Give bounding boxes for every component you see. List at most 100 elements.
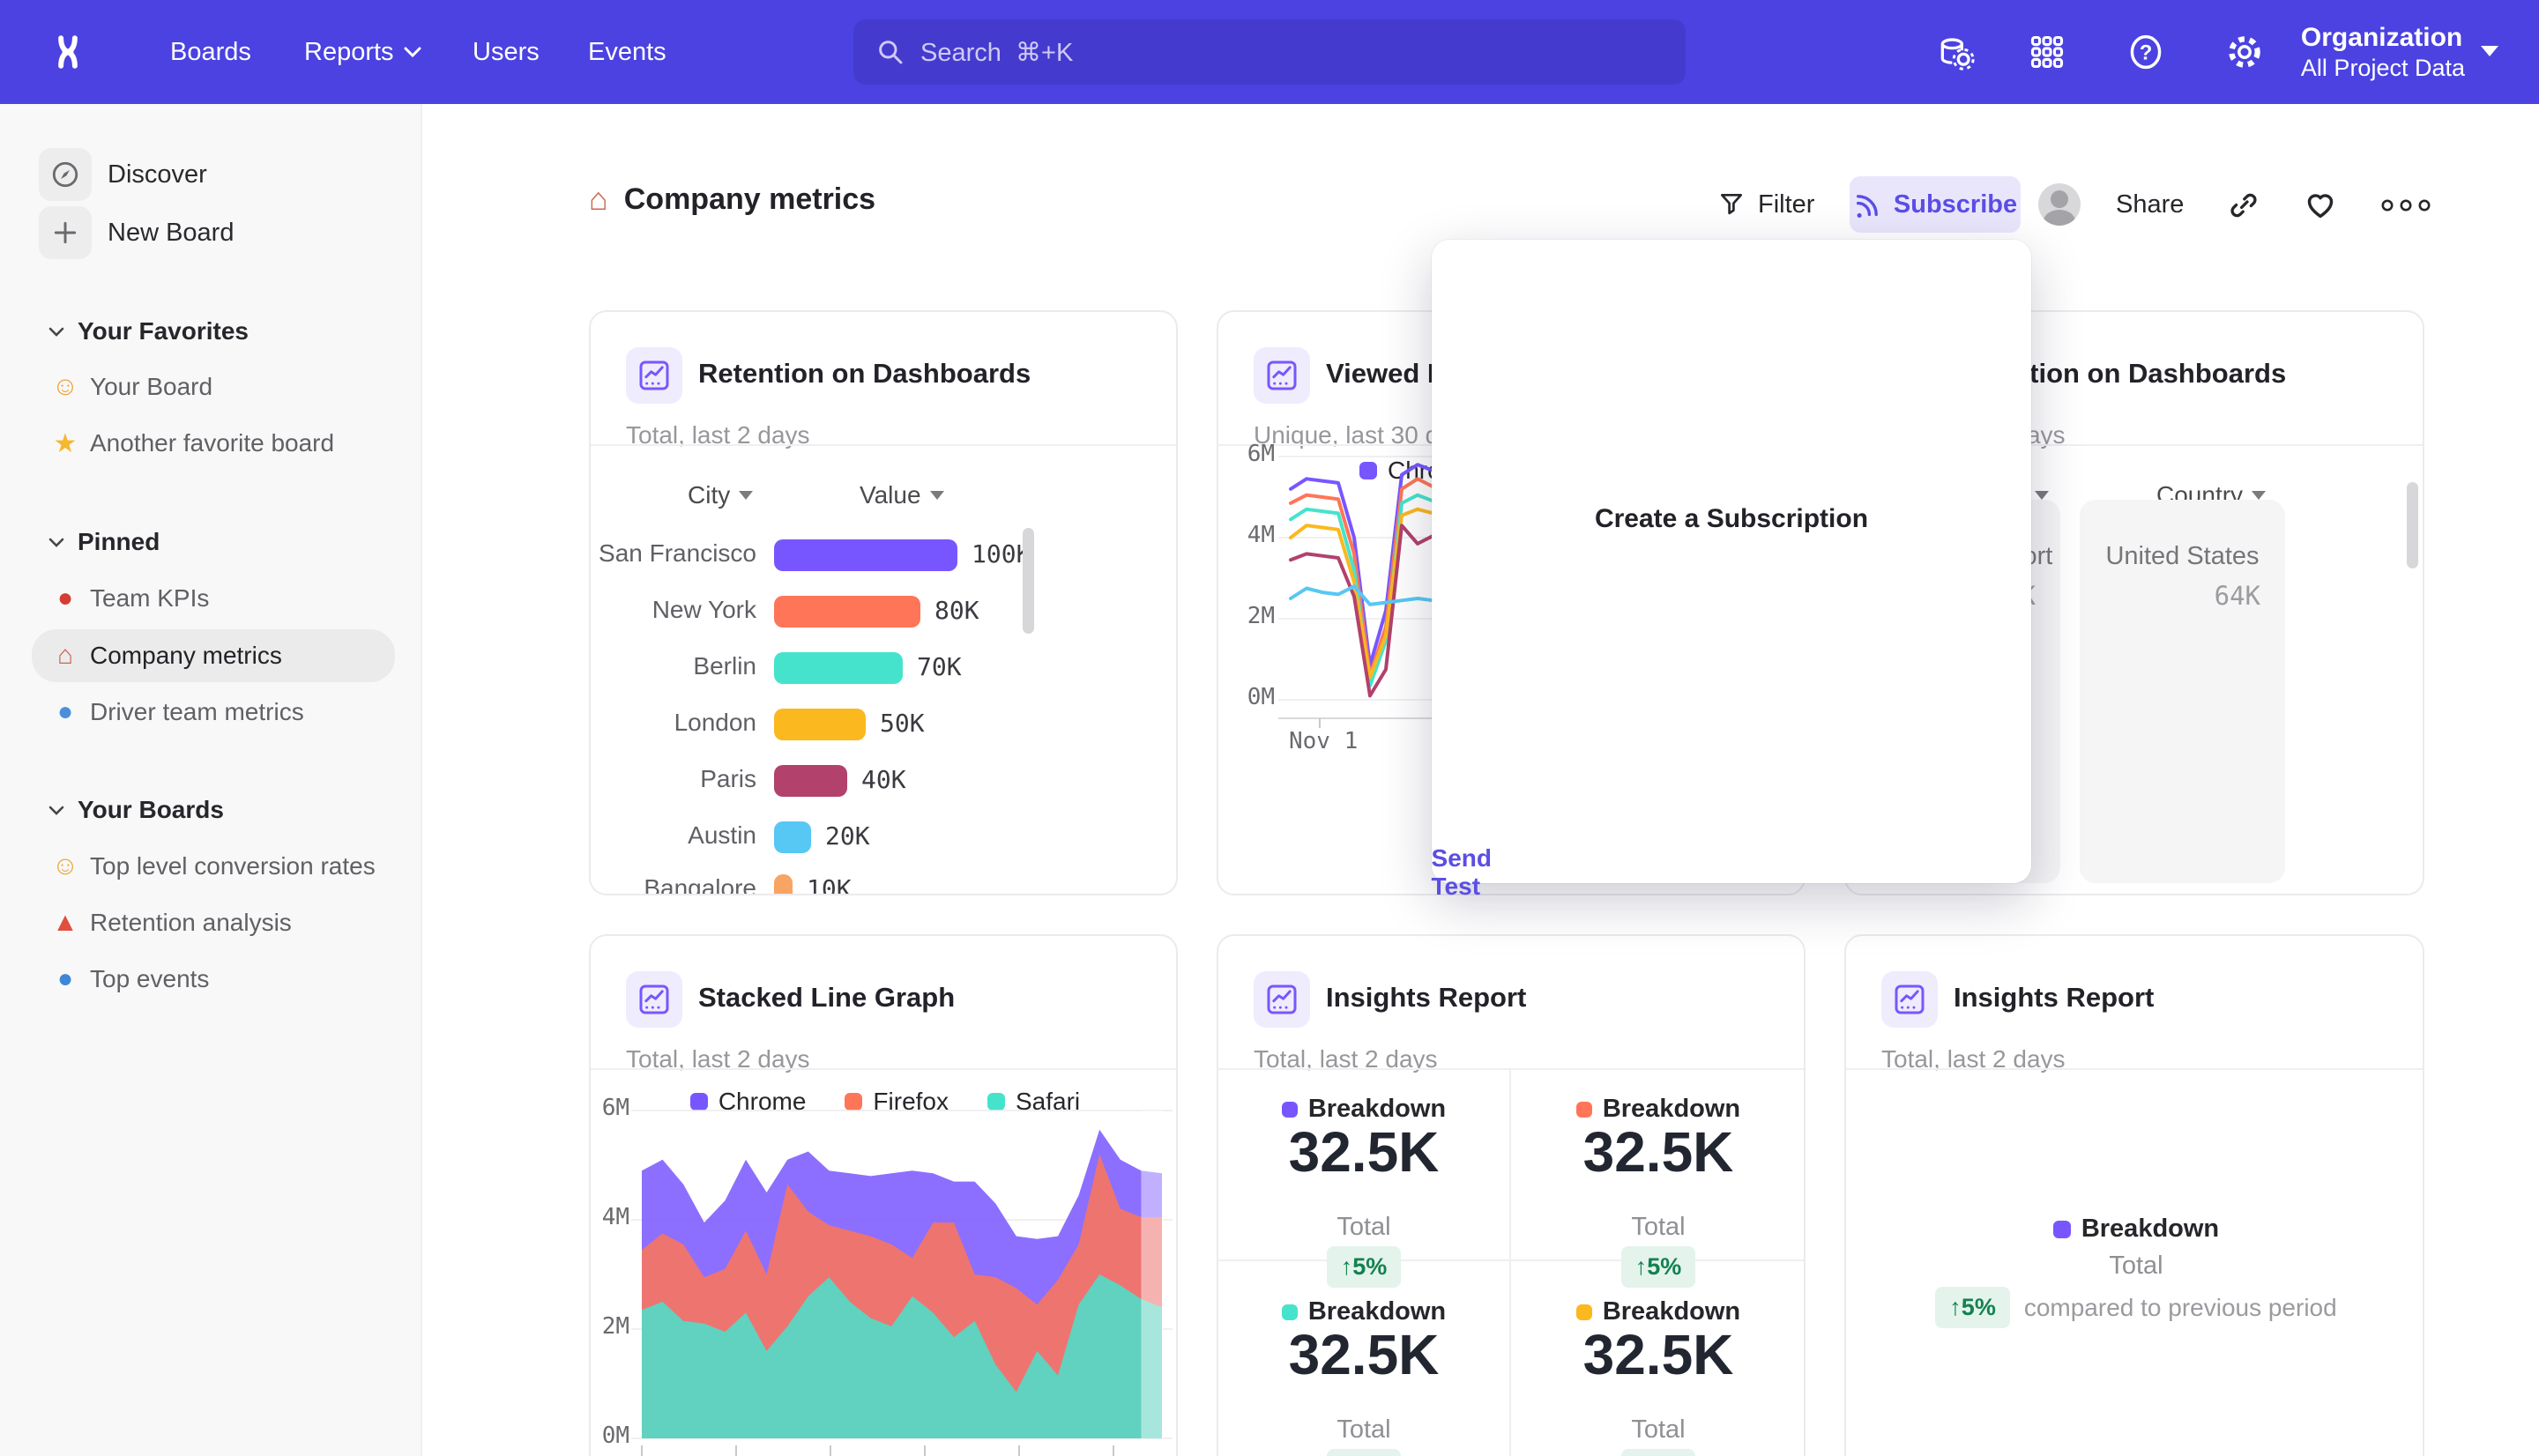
column-header-city[interactable]: City xyxy=(688,481,754,509)
car-emoji: ● xyxy=(56,697,74,726)
table-row[interactable]: New York 80K xyxy=(591,583,1176,640)
selected-pill xyxy=(32,629,395,682)
apps-grid-icon[interactable] xyxy=(2028,33,2066,71)
modal-title: Create a Subscription xyxy=(1594,504,1869,533)
top-nav: Boards Reports Users Events Search ⌘+K xyxy=(0,0,2539,104)
card-title: Retention on Dashboards xyxy=(698,358,1031,389)
y-axis-tick: 6M xyxy=(1247,441,1275,467)
search-input[interactable]: Search ⌘+K xyxy=(853,19,1686,85)
card-title: Insights Report xyxy=(1326,982,1527,1013)
area-series-safari xyxy=(642,1274,1162,1438)
value-label: 40K xyxy=(861,765,906,794)
filter-funnel-icon xyxy=(1721,194,1742,215)
sidebar-item-driver-team-metrics[interactable]: ● Driver team metrics xyxy=(0,686,421,739)
sidebar-item-top-level-conversion-rates[interactable]: ☺ Top level conversion rates xyxy=(0,840,421,893)
filter-button[interactable]: Filter xyxy=(1717,176,1814,233)
more-options-icon[interactable] xyxy=(2380,196,2433,215)
scrollbar[interactable] xyxy=(1023,528,1034,634)
table-row[interactable]: Berlin 70K xyxy=(591,640,1176,696)
nerd-face-emoji: ☺ xyxy=(51,851,79,880)
report-chart-icon xyxy=(1254,971,1310,1028)
legend-dot xyxy=(1359,462,1377,479)
value-bar[interactable] xyxy=(774,709,866,740)
settings-gear-icon[interactable] xyxy=(2225,33,2264,71)
subscribe-button[interactable]: Subscribe xyxy=(1850,176,2021,233)
breakdown-panel-country[interactable]: United States 64K xyxy=(2080,500,2285,883)
sidebar-item-discover[interactable]: Discover xyxy=(0,146,421,203)
value-bar[interactable] xyxy=(774,596,920,628)
y-axis-tick: 6M xyxy=(601,1095,629,1121)
metric-quadrant-1[interactable]: Breakdown 32.5K Total ↑5% xyxy=(1218,1068,1509,1288)
sidebar-item-team-kpis[interactable]: ● Team KPIs xyxy=(0,572,421,625)
column-header-value[interactable]: Value xyxy=(860,481,944,509)
halo-smile-emoji: ☺ xyxy=(51,372,79,401)
divider xyxy=(1846,1068,2423,1070)
table-row[interactable]: Austin 20K xyxy=(591,809,1176,865)
quadrant-divider-h xyxy=(1218,1259,1804,1261)
table-row[interactable]: Paris 40K xyxy=(591,753,1176,809)
share-button[interactable]: Share xyxy=(2116,189,2185,219)
sidebar-item-your-board[interactable]: ☺ Your Board xyxy=(0,360,421,413)
y-axis-tick: 0M xyxy=(1247,684,1275,710)
metric-quadrant-2[interactable]: Breakdown 32.5K Total ↑5% xyxy=(1513,1068,1804,1288)
sidebar-item-another-favorite-board[interactable]: ★ Another favorite board xyxy=(0,417,421,470)
user-avatar[interactable] xyxy=(2038,183,2081,226)
sidebar-item-company-metrics[interactable]: ⌂ Company metrics xyxy=(0,629,421,682)
report-chart-icon xyxy=(1254,347,1310,404)
favorite-heart-icon[interactable] xyxy=(2303,187,2338,222)
rss-subscribe-icon xyxy=(1856,195,1878,219)
stacked-area-chart[interactable] xyxy=(591,936,1176,1456)
city-label: Austin xyxy=(688,821,756,849)
divider xyxy=(1218,1068,1804,1070)
sailboat-emoji: ▲ xyxy=(52,908,78,937)
value-label: 100K xyxy=(972,539,1031,568)
chevron-down-icon xyxy=(48,538,64,547)
legend-dot xyxy=(2052,1220,2071,1238)
sidebar-item-new-board[interactable]: New Board xyxy=(0,204,421,261)
copy-link-icon[interactable] xyxy=(2227,189,2260,222)
table-row[interactable]: San Francisco 100K xyxy=(591,527,1176,583)
nav-item-events[interactable]: Events xyxy=(588,37,666,66)
chevron-down-icon xyxy=(404,47,421,58)
table-row[interactable]: Bangalore 10K xyxy=(591,862,1176,895)
compass-icon xyxy=(39,148,92,201)
value-bar[interactable] xyxy=(774,874,793,894)
city-label: Paris xyxy=(700,765,756,792)
metric-quadrants: Breakdown 32.5K Total ↑5% Breakdown 32.5K Tota… xyxy=(1218,936,1804,1456)
value-bar[interactable] xyxy=(774,821,811,853)
nav-item-boards[interactable]: Boards xyxy=(170,37,251,66)
sort-caret-icon xyxy=(2035,491,2050,500)
table-row[interactable]: London 50K xyxy=(591,696,1176,753)
sort-caret-icon xyxy=(929,491,944,500)
card-stacked-line-graph: Stacked Line Graph Total, last 2 days Ch… xyxy=(589,934,1178,1456)
card-subtitle: Total, last 2 days xyxy=(1254,1045,1438,1073)
divider xyxy=(1846,444,2423,446)
sidebar-section-pinned[interactable]: Pinned xyxy=(0,517,421,567)
house-garden-emoji: ⌂ xyxy=(589,181,608,217)
sidebar-item-retention-analysis[interactable]: ▲ Retention analysis xyxy=(0,896,421,949)
nav-item-users[interactable]: Users xyxy=(473,37,540,66)
value-bar[interactable] xyxy=(774,765,847,797)
data-management-icon[interactable] xyxy=(1936,33,1975,71)
org-project-switcher[interactable]: Organization All Project Data xyxy=(2301,0,2465,104)
globe-emoji: ● xyxy=(56,964,74,993)
y-axis-tick: 4M xyxy=(1247,522,1275,548)
mixpanel-logo-icon[interactable] xyxy=(49,33,86,71)
value-label: 10K xyxy=(807,874,852,895)
city-label: New York xyxy=(652,596,756,623)
sidebar-section-your-favorites[interactable]: Your Favorites xyxy=(0,307,421,356)
send-test-link[interactable]: Send Test xyxy=(1431,844,1492,900)
value-bar[interactable] xyxy=(774,652,903,684)
value-bar[interactable] xyxy=(774,539,957,571)
help-icon[interactable]: ? xyxy=(2126,33,2165,71)
scrollbar[interactable] xyxy=(2407,482,2418,568)
sidebar-item-top-events[interactable]: ● Top events xyxy=(0,953,421,1006)
city-label: San Francisco xyxy=(599,539,756,567)
nav-item-reports[interactable]: Reports xyxy=(304,0,422,104)
sidebar-section-your-boards[interactable]: Your Boards xyxy=(0,785,421,835)
svg-text:?: ? xyxy=(2140,41,2153,64)
value-label: 20K xyxy=(825,821,870,851)
